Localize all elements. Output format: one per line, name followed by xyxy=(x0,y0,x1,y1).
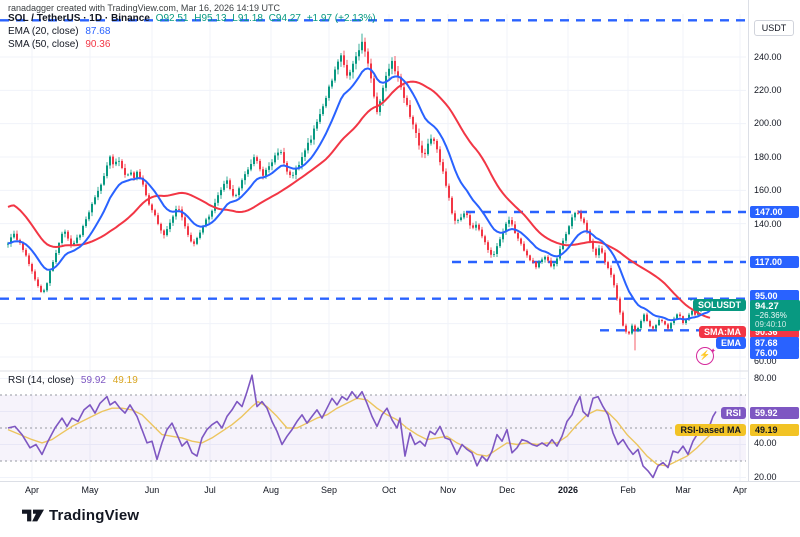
ohlc-low: L91.18 xyxy=(232,13,263,24)
lightning-sticker-icon[interactable]: ⚡ ✦ xyxy=(696,347,716,365)
time-axis-label: Oct xyxy=(381,485,397,495)
last-price-badge: 94.27 −26.36% 09:40:10 xyxy=(750,300,800,331)
price-axis-label: 40.00 xyxy=(754,438,777,448)
price-axis-badge: 76.00 xyxy=(750,347,799,359)
price-axis-label: 60.00 xyxy=(754,356,777,366)
symbol-row: SOL / TetherUS · 1D · Binance O92.51 H95… xyxy=(8,13,376,25)
time-axis[interactable]: Apr May Jun Jul Aug Sep Oct Nov Dec 2026 Feb Mar Apr xyxy=(0,481,800,499)
ohlc-change: +1.97 (+2.13%) xyxy=(306,13,376,24)
ohlc-close: C94.27 xyxy=(268,13,301,24)
time-axis-label: Mar xyxy=(675,485,691,495)
price-axis-badge: 117.00 xyxy=(750,256,799,268)
ohlc-high: H95.13 xyxy=(194,13,227,24)
chart-canvas[interactable] xyxy=(0,0,800,500)
tradingview-logo[interactable]: TradingView xyxy=(22,507,139,524)
time-axis-label: Jul xyxy=(204,485,216,495)
price-axis-badge: 49.19 xyxy=(750,424,799,436)
time-axis-label: Nov xyxy=(439,485,457,495)
price-axis-badge: 147.00 xyxy=(750,206,799,218)
price-axis-label: 180.00 xyxy=(754,152,782,162)
price-axis-label: 160.00 xyxy=(754,185,782,195)
series-tag-ema: EMA xyxy=(716,337,746,349)
time-axis-label: Apr xyxy=(732,485,748,495)
series-tag-rsi: RSI xyxy=(720,407,746,419)
last-price-countdown: 09:40:10 xyxy=(755,320,787,329)
rsi-label: RSI (14, close) xyxy=(8,375,75,386)
last-price-change: −26.36% xyxy=(755,311,787,320)
ema-label: EMA (20, close) xyxy=(8,26,79,37)
rsi-ma-value: 49.19 xyxy=(112,375,138,386)
rsi-value: 59.92 xyxy=(80,375,106,386)
tradingview-logo-text: TradingView xyxy=(49,507,140,524)
price-axis-label: 140.00 xyxy=(754,219,782,229)
price-axis-label: 80.00 xyxy=(754,373,777,383)
time-axis-label: Apr xyxy=(24,485,40,495)
sparkle-icon: ✦ xyxy=(710,348,716,355)
time-axis-label: Jun xyxy=(144,485,160,495)
rsi-legend[interactable]: RSI (14, close) 59.92 49.19 xyxy=(8,375,138,386)
attribution-text: ranadagger created with TradingView.com,… xyxy=(8,3,280,13)
series-tag-rsi-based-ma: RSI-based MA xyxy=(675,424,746,436)
footer-bar: TradingView xyxy=(0,498,800,537)
time-axis-label: Dec xyxy=(498,485,516,495)
time-axis-label: Sep xyxy=(320,485,338,495)
sma-value: 90.36 xyxy=(85,39,111,50)
sma-legend-row[interactable]: SMA (50, close) 90.36 xyxy=(8,39,376,51)
last-price-value: 94.27 xyxy=(755,301,779,312)
price-axis-label: 20.00 xyxy=(754,472,777,482)
price-axis-badge: 95.00 xyxy=(750,290,799,302)
time-axis-label: 2026 xyxy=(557,485,579,495)
time-axis-label: Aug xyxy=(262,485,280,495)
symbol-title[interactable]: SOL / TetherUS · 1D · Binance xyxy=(8,13,150,24)
tradingview-logo-icon xyxy=(22,509,44,522)
price-axis-badge: 87.68 xyxy=(750,337,799,349)
main-legend: SOL / TetherUS · 1D · Binance O92.51 H95… xyxy=(8,13,376,52)
price-axis-badge: 59.92 xyxy=(750,407,799,419)
time-axis-label: May xyxy=(81,485,99,495)
price-axis-label: 220.00 xyxy=(754,85,782,95)
time-axis-label: Feb xyxy=(620,485,636,495)
ema-value: 87.68 xyxy=(85,26,111,37)
price-axis-label: 200.00 xyxy=(754,118,782,128)
ema-legend-row[interactable]: EMA (20, close) 87.68 xyxy=(8,26,376,38)
sma-label: SMA (50, close) xyxy=(8,39,79,50)
series-tag-solusdt: SOLUSDT xyxy=(692,299,746,311)
series-tag-sma-ma: SMA:MA xyxy=(699,326,746,338)
price-axis-label: 240.00 xyxy=(754,52,782,62)
currency-unit-button[interactable]: USDT xyxy=(754,20,794,36)
ohlc-open: O92.51 xyxy=(155,13,189,24)
price-axis[interactable]: USDT 240.00 220.00 200.00 180.00 160.00 140.0… xyxy=(748,0,800,482)
